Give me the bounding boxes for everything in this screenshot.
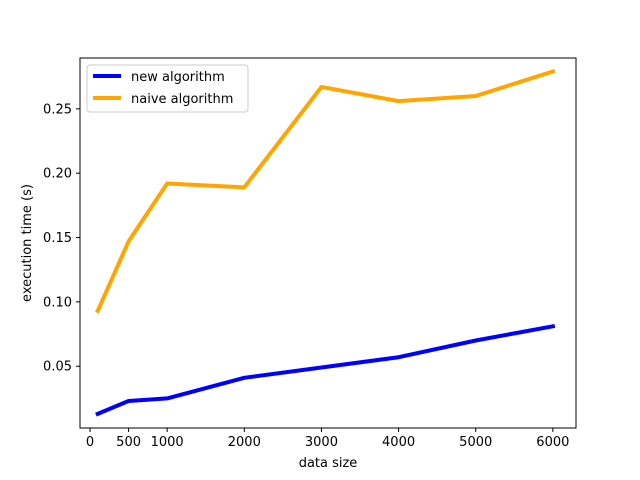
x-axis: 0 500 1000 2000 3000 4000 5000 6000	[86, 428, 569, 450]
y-tick-label: 0.05	[43, 360, 72, 375]
x-tick-label: 6000	[536, 435, 569, 450]
legend-label-new-algorithm: new algorithm	[131, 70, 225, 85]
x-tick-label: 3000	[305, 435, 338, 450]
legend-box	[86, 64, 249, 113]
y-axis: 0.05 0.10 0.15 0.20 0.25	[43, 102, 80, 375]
series-layer	[95, 68, 556, 417]
series-line-naive-algorithm	[95, 68, 556, 314]
x-axis-label: data size	[299, 456, 358, 471]
legend-label-naive-algorithm: naive algorithm	[131, 92, 233, 107]
x-tick-label: 0	[86, 435, 94, 450]
y-tick-label: 0.10	[43, 295, 72, 310]
plot-frame	[79, 57, 577, 429]
x-tick-label: 500	[116, 435, 141, 450]
x-tick-label: 5000	[459, 435, 492, 450]
y-tick-label: 0.15	[43, 231, 72, 246]
series-line-new-algorithm	[95, 324, 556, 417]
y-axis-label: execution time (s)	[20, 184, 35, 302]
x-tick-label: 2000	[228, 435, 261, 450]
y-tick-label: 0.20	[43, 167, 72, 182]
x-tick-label: 1000	[151, 435, 184, 450]
y-tick-label: 0.25	[43, 102, 72, 117]
legend: new algorithm naive algorithm	[86, 64, 249, 113]
x-tick-label: 4000	[382, 435, 415, 450]
